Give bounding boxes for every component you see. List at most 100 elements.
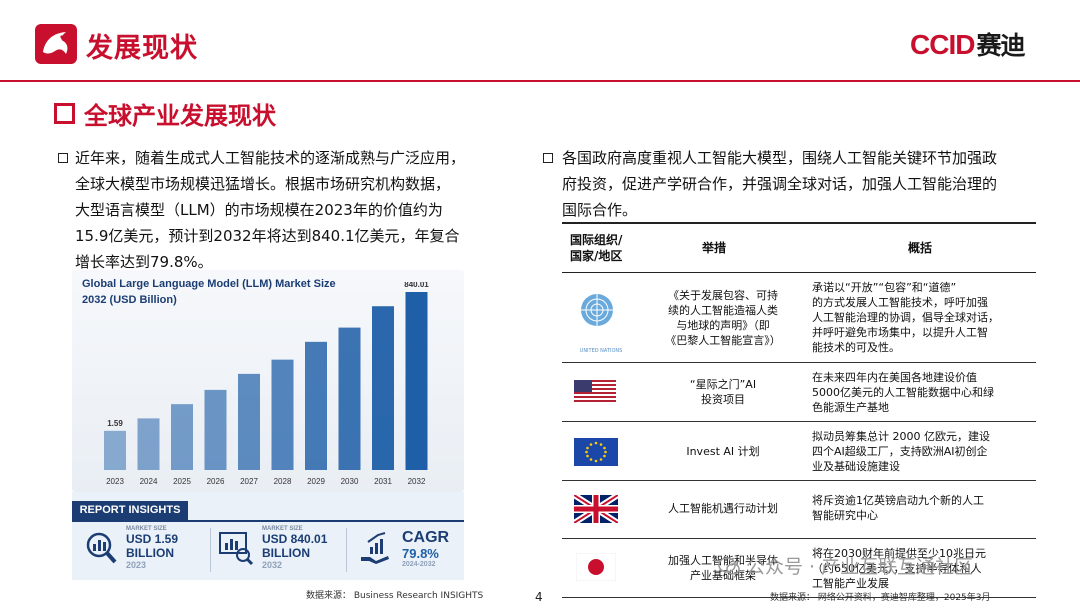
japan-flag-icon [576,553,616,581]
bar-2029 [305,341,327,470]
data-label-2023: 1.59 [107,419,123,428]
row-summary-line: 并呼吁避免市场集中，以提升人工智 [812,326,988,339]
row-summary-line: 人工智能治理的协调，倡导全球对话， [812,311,999,324]
row-summary-line: 四个AI超级工厂，支持欧洲AI初创企 [812,445,988,458]
bar-2023 [104,430,126,470]
row-summary: 将斥资逾1亿英镑启动九个新的人工 智能研究中心 [812,493,1036,523]
section-square-icon [54,103,75,124]
hand-growth-icon [361,532,389,564]
left-paragraph-line: 大型语言模型（LLM）的市场规模在2023年的价值约为 [75,201,443,219]
chart-title-line: Global Large Language Model (LLM) Market… [82,278,336,290]
row-measure-line: 《关于发展包容、可持 [668,289,778,302]
row-measure-line: Invest AI 计划 [686,445,760,458]
row-measure: 加强人工智能和半导体 产业基础框架 [648,553,798,583]
bar-2027 [238,373,260,470]
right-paragraph-line: 府投资，促进产学研合作，并强调全球对话，加强人工智能治理的 [562,175,998,193]
right-paragraph-line: 国际合作。 [562,201,638,219]
report-insights-rule [72,520,464,522]
report-insights-tab: REPORT INSIGHTS [72,501,188,520]
row-measure-line: 投资项目 [701,393,745,406]
wechat-icon [718,556,740,575]
bar-2032 [405,292,428,470]
bar-2031 [372,306,394,470]
row-measure-line: “星际之门”AI [689,378,757,391]
header-divider [0,80,1080,82]
stat-market-size-2032: MARKET SIZE USD 840.01 BILLION 2032 [262,526,327,570]
table-row: “星际之门”AI 投资项目 在未来四年内在美国各地建设价值 5000亿美元的人工… [562,363,1036,422]
row-measure: 《关于发展包容、可持 续的人工智能造福人类 与地球的声明》（即 《巴黎人工智能宣… [648,288,798,348]
stat-caption: MARKET SIZE [262,526,303,532]
bar-2024 [137,418,160,470]
x-tick-label: 2029 [307,477,325,486]
stat-unit: BILLION [126,546,174,560]
row-summary: 将在2030财年前提供至少10兆日元 （约650亿美元），支持半导体和人 工智能… [812,546,1036,591]
dragon-logo-icon [43,32,68,54]
row-summary-line: 承诺以“开放”“包容”和“道德” [812,281,957,294]
x-tick-label: 2027 [240,477,258,486]
watermark: 公众号 · 产业互联互通社区 [718,552,973,579]
row-measure-line: 加强人工智能和半导体 [668,554,778,567]
header-org-line: 国际组织/ [570,233,623,247]
chart-screen-icon [219,532,254,566]
stat-market-size-2023: MARKET SIZE USD 1.59 BILLION 2023 [126,526,178,570]
row-summary: 拟动员筹集总计 2000 亿欧元，建设 四个AI超级工厂，支持欧洲AI初创企 业… [812,429,1036,474]
header-measure: 举措 [702,241,727,255]
x-tick-label: 2032 [408,477,426,486]
left-paragraph-line: 全球大模型市场规模迅猛增长。根据市场研究机构数据， [75,175,451,193]
magnifier-chart-icon [86,532,117,564]
stat-year: 2024-2032 [402,561,436,568]
x-tick-label: 2028 [274,477,292,486]
un-caption: UNITED NATIONS [579,348,623,354]
brand-logo: CCID赛迪 [910,26,1025,62]
stat-unit: BILLION [262,546,310,560]
row-measure: “星际之门”AI 投资项目 [648,377,798,407]
row-measure-line: 产业基础框架 [690,569,756,582]
row-summary: 承诺以“开放”“包容”和“道德” 的方式发展人工智能技术，呼吁加强 人工智能治理… [812,280,1036,355]
section-title: 全球产业发展现状 [84,102,276,130]
row-summary-line: 能技术的可及性。 [812,341,900,354]
row-summary-line: 将在2030财年前提供至少10兆日元 [812,547,986,560]
stat-cagr: CAGR 79.8% 2024-2032 [402,529,449,568]
header-summary: 概括 [908,241,933,255]
bar-2025 [171,404,193,470]
row-measure: 人工智能机遇行动计划 [648,501,798,516]
bar-2030 [338,327,361,470]
row-measure-line: 人工智能机遇行动计划 [668,502,778,515]
header-org-line: 国家/地区 [570,249,623,263]
brand-cn: 赛迪 [976,31,1025,60]
uk-flag-icon [574,495,618,523]
row-summary-line: 智能研究中心 [812,509,878,522]
un-emblem-icon [581,294,613,326]
x-tick-label: 2024 [140,477,158,486]
row-summary-line: 5000亿美元的人工智能数据中心和绿 [812,386,994,399]
page-number: 4 [535,590,543,604]
data-label-2032: 840.01 [404,282,429,289]
bullet-square-icon [543,153,553,163]
right-source: 数据来源： 网络公开资料，赛迪智库整理，2025年3月 [770,593,991,603]
chart-title-line: 2032 (USD Billion) [82,294,177,306]
stat-value: USD 1.59 [126,532,179,546]
left-paragraph-line: 15.9亿美元，预计到2032年将达到840.1亿美元，年复合 [75,227,460,245]
bar-2026 [204,389,227,470]
x-tick-label: 2023 [106,477,124,486]
row-summary-line: 拟动员筹集总计 2000 亿欧元，建设 [812,430,990,443]
stat-year: 2032 [262,560,283,570]
row-summary-line: 工智能产业发展 [812,577,889,590]
header-title: 发展现状 [86,33,198,64]
watermark-text: 公众号 · 产业互联互通社区 [746,556,974,578]
header-org: 国际组织/ 国家/地区 [570,232,622,264]
stat-caption: MARKET SIZE [126,526,167,532]
left-paragraph-line: 增长率达到79.8%。 [75,253,213,271]
row-summary-line: （约650亿美元），支持半导体和人 [812,562,982,575]
stat-year: 2023 [126,560,147,570]
table-row: 加强人工智能和半导体 产业基础框架 将在2030财年前提供至少10兆日元 （约6… [562,539,1036,598]
row-summary-line: 将斥资逾1亿英镑启动九个新的人工 [812,494,984,507]
x-tick-label: 2025 [173,477,191,486]
stat-value: CAGR [402,529,450,546]
table-row: Invest AI 计划 拟动员筹集总计 2000 亿欧元，建设 四个AI超级工… [562,422,1036,481]
stat-divider [346,528,347,572]
stat-value: USD 840.01 [262,532,328,546]
right-paragraph: 各国政府高度重视人工智能大模型，围绕人工智能关键环节加强政 府投资，促进产学研合… [562,145,1042,223]
stat-divider [210,528,211,572]
row-measure: Invest AI 计划 [648,444,798,459]
